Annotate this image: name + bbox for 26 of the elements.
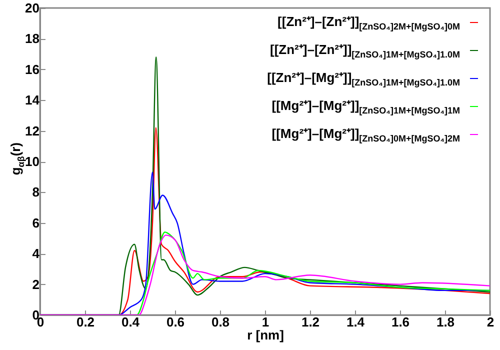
legend-label: [[Zn²⁺]–[Zn²⁺]]$_{[ZnSO₄]2M+[MgSO₄]0M}$ bbox=[278, 13, 460, 32]
x-tick-label: 0.6 bbox=[166, 314, 185, 330]
x-axis-title: r [nm] bbox=[247, 328, 284, 342]
x-tick-label: 0.2 bbox=[76, 314, 95, 330]
y-tick-label: 6 bbox=[32, 215, 40, 230]
x-tick-label: 1.8 bbox=[436, 314, 455, 330]
y-tick-label: 8 bbox=[32, 184, 40, 200]
x-tick-label: 1.4 bbox=[346, 314, 366, 330]
x-tick-label: 2 bbox=[486, 314, 494, 330]
legend-label: [[Mg²⁺]–[Mg²⁺]]$_{[ZnSO₄]1M+[MgSO₄]1M}$ bbox=[272, 97, 460, 116]
x-tick-label: 1 bbox=[262, 314, 270, 330]
x-tick-label: 0.4 bbox=[121, 314, 140, 330]
y-tick-label: 2 bbox=[32, 276, 40, 292]
y-tick-label: 10 bbox=[25, 154, 40, 169]
y-tick-label: 12 bbox=[25, 123, 40, 138]
x-tick-label: 1.2 bbox=[301, 314, 320, 330]
legend-label: [[Zn²⁺]–[Mg²⁺]]$_{[ZnSO₄]1M+[MgSO₄]1.0M}$ bbox=[267, 69, 460, 88]
legend-label: [[Zn²⁺]–[Zn²⁺]]$_{[ZnSO₄]1M+[MgSO₄]1.0M}$ bbox=[270, 41, 460, 60]
legend-label: [[Mg²⁺]–[Mg²⁺]]$_{[ZnSO₄]0M+[MgSO₄]2M}$ bbox=[272, 125, 460, 144]
x-tick-label: 1.6 bbox=[391, 314, 410, 330]
x-tick-label: 0.8 bbox=[211, 314, 230, 330]
y-tick-label: 4 bbox=[32, 246, 40, 262]
y-tick-label: 18 bbox=[25, 31, 40, 46]
y-tick-label: 14 bbox=[25, 92, 40, 108]
y-tick-label: 20 bbox=[25, 0, 40, 16]
y-tick-label: 16 bbox=[25, 62, 40, 77]
